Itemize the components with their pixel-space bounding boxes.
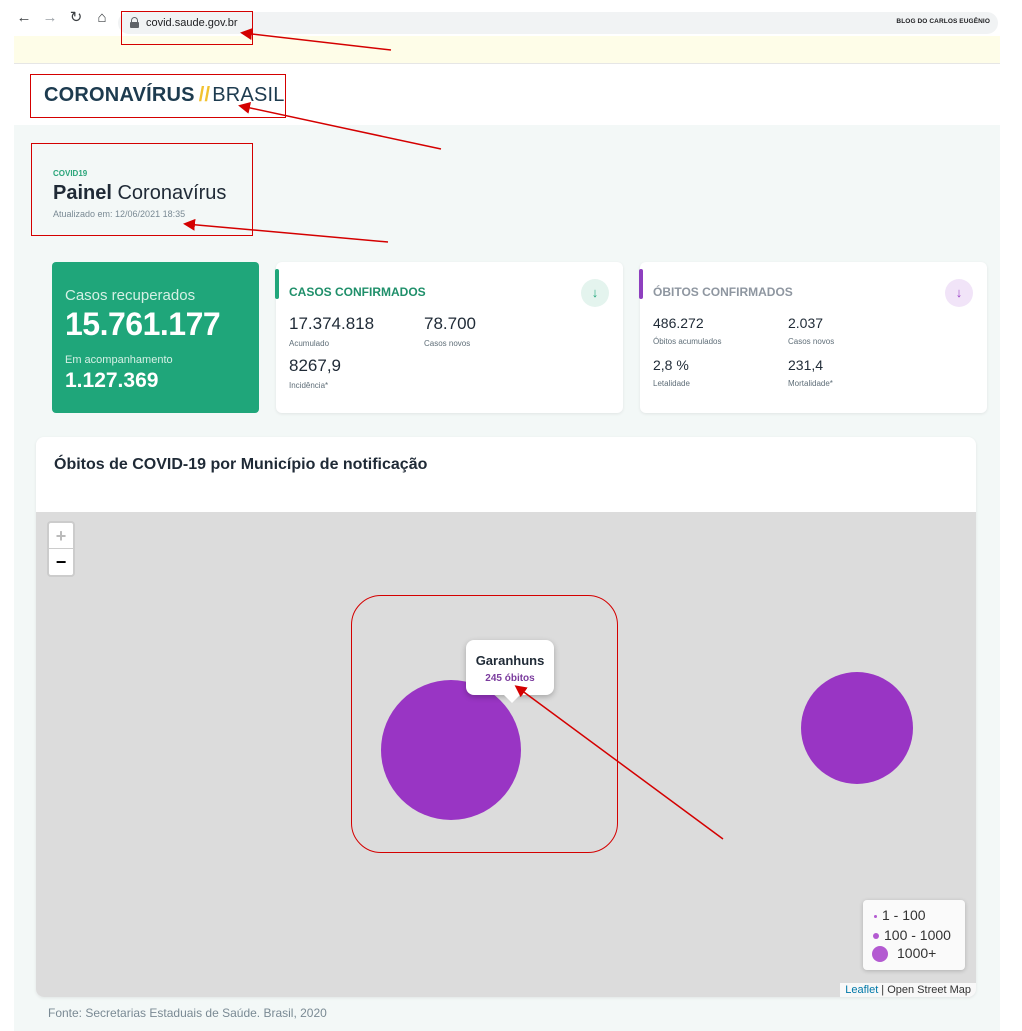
confirmed-new-label: Casos novos [424,339,471,348]
data-source-note: Fonte: Secretarias Estaduais de Saúde. B… [48,1006,327,1020]
lethality-label: Letalidade [653,379,690,388]
legend-dot [873,933,879,940]
confirmed-new-value: 78.700 [424,314,476,333]
logo-light: BRASIL [212,84,285,106]
following-label: Em acompanhamento [65,354,173,366]
annotation-box-title [31,143,253,236]
recovered-label: Casos recuperados [65,287,196,304]
page-title-rest: Coronavírus [117,182,227,204]
confirmed-title: CASOS CONFIRMADOS [289,285,426,299]
logo-separator: // [198,84,211,106]
arrow-left-icon[interactable]: ← [16,9,32,26]
covid-tag: COVID19 [53,169,88,178]
site-logo[interactable]: CORONAVÍRUS//BRASIL [44,84,285,107]
zoom-in-button[interactable]: + [49,523,73,549]
lock-icon[interactable] [130,17,139,28]
legend-item: 1 - 100 [872,907,926,923]
annotation-box-bubble [351,595,618,853]
blog-watermark: BLOG DO CARLOS EUGÊNIO [896,18,990,25]
legend-item: 1000+ [872,945,937,963]
zoom-out-button[interactable]: − [55,552,67,572]
following-value: 1.127.369 [65,369,159,392]
map-bubble-garanhuns[interactable] [381,680,521,820]
legend-label: 1000+ [897,945,937,961]
deaths-new-value: 2.037 [788,315,824,331]
annotation-box-logo [30,74,286,118]
recovered-card: Casos recuperados 15.761.177 Em acompanh… [52,262,259,413]
map-legend: 1 - 100 100 - 1000 1000+ [863,900,965,970]
confirmed-accumulated-label: Acumulado [289,339,330,348]
deaths-accumulated-label: Óbitos acumulados [653,337,722,346]
card-accent-bar [639,269,643,299]
address-bar[interactable]: covid.saude.gov.br BLOG DO CARLOS EUGÊNI… [118,12,998,34]
url-text[interactable]: covid.saude.gov.br [146,17,238,29]
page-title-strong: Painel [53,182,112,204]
chevron-down-icon[interactable]: ↓ [945,279,973,307]
arrow-right-icon[interactable]: → [42,9,58,26]
confirmed-incidence-value: 8267,9 [289,356,341,375]
deaths-map-card: Óbitos de COVID-19 por Município de noti… [36,437,976,997]
confirmed-accumulated-value: 17.374.818 [289,314,375,333]
mortality-value: 231,4 [788,357,824,373]
lethality-value: 2,8 % [653,357,689,373]
confirmed-cases-card: CASOS CONFIRMADOS ↓ 17.374.818 Acumulado… [275,262,623,413]
legend-dot [874,914,877,918]
deaths-accumulated-value: 486.272 [653,315,704,331]
legend-item: 100 - 1000 [872,927,951,943]
legend-label: 1 - 100 [882,907,926,923]
legend-dot [872,946,888,963]
card-accent-bar [275,269,279,299]
attribution-text: | Open Street Map [878,984,971,996]
updated-timestamp: Atualizado em: 12/06/2021 18:35 [53,209,186,219]
browser-toolbar: ← → ↻ ⌂ covid.saude.gov.br BLOG DO CARLO… [0,0,1000,36]
annotation-box-url [121,11,253,45]
chevron-down-icon[interactable]: ↓ [581,279,609,307]
popup-deaths: 245 óbitos [485,673,535,684]
browser-info-strip [14,36,1000,64]
map-title: Óbitos de COVID-19 por Município de noti… [54,456,428,473]
legend-label: 100 - 1000 [884,927,951,943]
map-attribution: Leaflet | Open Street Map [840,983,976,997]
mortality-label: Mortalidade* [788,379,833,388]
logo-main: CORONAVÍRUS [44,84,195,106]
popup-city: Garanhuns [475,653,545,668]
map-bubble[interactable] [801,672,913,784]
confirmed-incidence-label: Incidência* [289,381,329,390]
recovered-value: 15.761.177 [65,306,221,342]
site-header: CORONAVÍRUS//BRASIL [14,65,1000,125]
page-title: Painel Coronavírus [53,182,226,205]
home-icon[interactable]: ⌂ [97,9,107,26]
deaths-new-label: Casos novos [788,337,835,346]
deaths-title: ÓBITOS CONFIRMADOS [653,285,793,299]
map-popup: Garanhuns 245 óbitos [466,640,554,703]
leaflet-map[interactable]: + − Garanhuns 245 óbitos 1 - 100 100 - 1… [36,512,976,997]
confirmed-deaths-card: ÓBITOS CONFIRMADOS ↓ 486.272 Óbitos acum… [639,262,987,413]
reload-icon[interactable]: ↻ [69,9,83,26]
leaflet-link[interactable]: Leaflet [845,984,879,996]
zoom-control: + − [47,521,75,577]
